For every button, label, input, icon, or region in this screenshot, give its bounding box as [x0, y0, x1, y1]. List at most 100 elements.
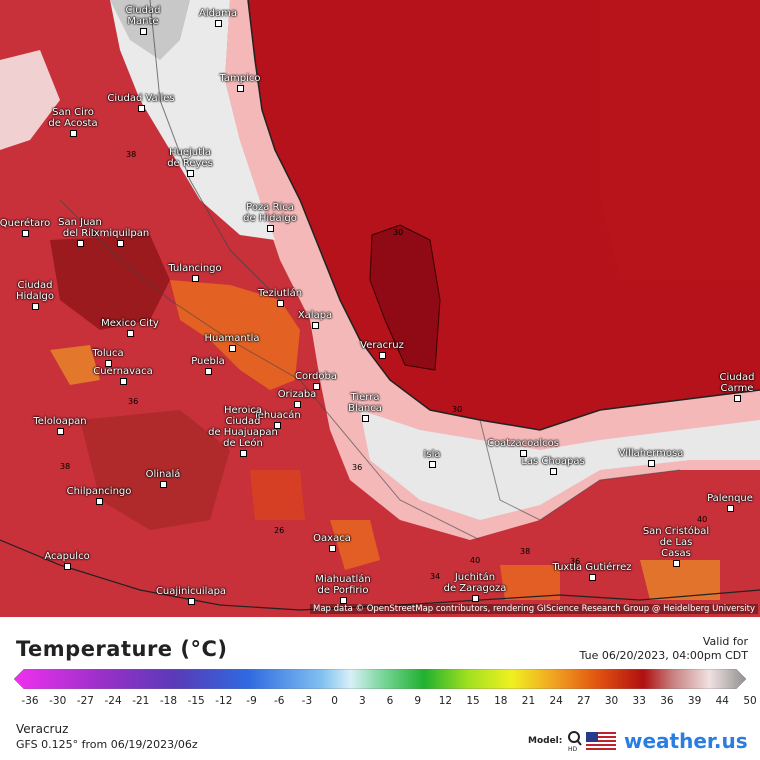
city-label: San Ciro de Acosta — [48, 107, 98, 129]
scale-tick: 15 — [466, 695, 480, 707]
scale-tick: 44 — [715, 695, 729, 707]
scale-tick: 33 — [632, 695, 646, 707]
city-label: Oaxaca — [313, 533, 351, 544]
city-marker — [240, 450, 247, 457]
scale-tick: 36 — [660, 695, 674, 707]
brand-logo[interactable]: weather.us — [624, 729, 748, 753]
city-marker — [673, 560, 680, 567]
city-marker — [140, 28, 147, 35]
city-label: Teloloapan — [33, 416, 87, 427]
us-flag-icon — [586, 732, 616, 750]
city-label: Miahuatlán de Porfirio — [315, 574, 371, 596]
city-marker — [727, 505, 734, 512]
scale-tick: 21 — [521, 695, 536, 707]
model-label: Model: — [528, 736, 563, 746]
city-marker — [187, 170, 194, 177]
map-attribution[interactable]: Map data © OpenStreetMap contributors, r… — [310, 604, 758, 614]
city-marker — [312, 322, 319, 329]
city-marker — [277, 300, 284, 307]
city-label: Villahermosa — [618, 448, 684, 459]
city-label: San Cristóbal de Las Casas — [642, 526, 710, 559]
scale-tick: -30 — [49, 695, 67, 707]
scale-tick: 0 — [331, 695, 338, 707]
city-label: Querétaro — [0, 218, 51, 229]
city-marker — [70, 130, 77, 137]
isotherm-label: 40 — [697, 515, 708, 524]
city-marker — [237, 85, 244, 92]
city-marker — [267, 225, 274, 232]
city-marker — [589, 574, 596, 581]
valid-date: Tue 06/20/2023, 04:00pm CDT — [579, 649, 748, 662]
city-label: Ciudad Hidalgo — [15, 280, 55, 302]
city-marker — [32, 303, 39, 310]
scale-tick: 6 — [386, 695, 394, 707]
city-marker — [77, 240, 84, 247]
scale-tick: 3 — [358, 695, 366, 707]
city-label: Cuernavaca — [93, 366, 153, 377]
scale-tick: -15 — [187, 695, 205, 707]
scale-tick: 9 — [414, 695, 422, 707]
city-marker — [160, 481, 167, 488]
city-label: Aldama — [199, 8, 237, 19]
scale-tick: -36 — [21, 695, 39, 707]
city-marker — [550, 468, 557, 475]
city-marker — [215, 20, 222, 27]
city-marker — [313, 383, 320, 390]
city-label: Orizaba — [277, 389, 317, 400]
model-icons[interactable]: HD — [566, 728, 618, 752]
city-label: Chilpancingo — [66, 486, 132, 497]
city-marker — [192, 275, 199, 282]
scale-tick: 12 — [438, 695, 453, 707]
city-label: Teziutlán — [257, 288, 303, 299]
city-label: Ciudad Mante — [125, 5, 161, 27]
svg-text:HD: HD — [568, 746, 578, 752]
model-run-label: GFS 0.125° from 06/19/2023/06z — [16, 738, 198, 751]
location-label: Veracruz — [16, 722, 69, 736]
city-label: Xalapa — [297, 310, 333, 321]
city-marker — [22, 230, 29, 237]
isotherm-label: 30 — [393, 228, 404, 237]
city-marker — [340, 597, 347, 604]
city-label: Palenque — [707, 493, 753, 504]
city-label: Toluca — [92, 348, 124, 359]
map-area[interactable]: Ciudad Mante Aldama Tampico Ciudad Valles Sa… — [0, 0, 760, 617]
city-marker — [96, 498, 103, 505]
city-label: Tehuacán — [253, 410, 301, 421]
scale-tick: 24 — [549, 695, 563, 707]
city-label: Ixmiquilpan — [90, 228, 150, 239]
scale-tick: -9 — [246, 695, 257, 707]
city-marker — [120, 378, 127, 385]
city-marker — [734, 395, 741, 402]
city-label: Cuajinicuilapa — [155, 586, 227, 597]
color-scale-bar — [14, 669, 746, 689]
magnifier-icon — [568, 731, 580, 743]
city-marker — [127, 330, 134, 337]
isotherm-label: 40 — [470, 556, 481, 565]
city-marker — [138, 105, 145, 112]
city-label: Huamantla — [204, 333, 260, 344]
scale-tick: 50 — [743, 695, 757, 707]
city-marker — [472, 595, 479, 602]
city-marker — [429, 461, 436, 468]
isotherm-label: 38 — [520, 547, 531, 556]
city-marker — [57, 428, 64, 435]
city-label: Olinalá — [145, 469, 181, 480]
city-marker — [188, 598, 195, 605]
scale-tick: -24 — [104, 695, 122, 707]
city-label: Veracruz — [360, 340, 404, 351]
city-label: Huejutla de Reyes — [167, 147, 213, 169]
scale-tick: -21 — [132, 695, 150, 707]
valid-label: Valid for — [702, 635, 748, 648]
city-label: San Juan del Rio — [58, 217, 102, 239]
city-label: Tampico — [219, 73, 261, 84]
scale-tick: 39 — [687, 695, 702, 707]
city-label: Tuxtla Gutiérrez — [552, 562, 632, 573]
isotherm-label: 38 — [126, 150, 137, 159]
city-marker — [648, 460, 655, 467]
city-marker — [229, 345, 236, 352]
isotherm-label: 36 — [128, 397, 139, 406]
scale-tick: -12 — [215, 695, 233, 707]
legend-panel: Temperature (°C) Valid for Tue 06/20/202… — [0, 617, 760, 760]
legend-title: Temperature (°C) — [16, 637, 228, 661]
city-label: Tierra Blanca — [348, 392, 382, 414]
